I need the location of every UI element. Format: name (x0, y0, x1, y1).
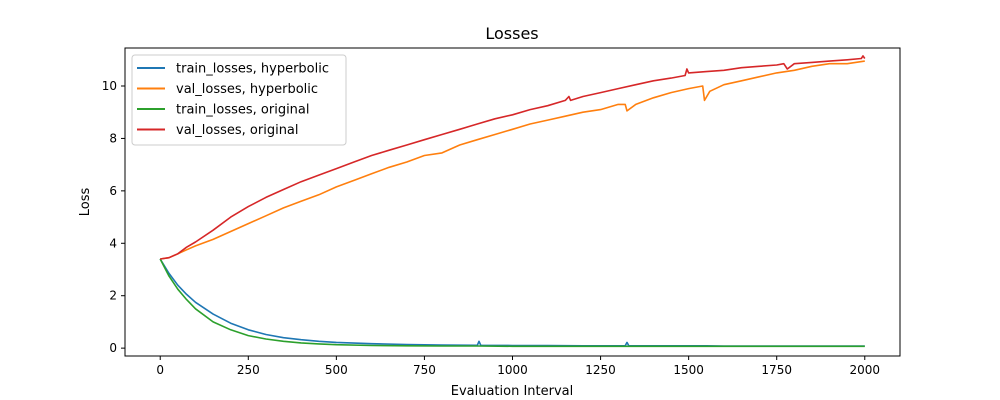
x-axis-label: Evaluation Interval (451, 384, 574, 399)
x-tick-label: 500 (325, 363, 348, 377)
y-tick-label: 0 (109, 341, 117, 355)
legend-label-1: val_losses, hyperbolic (176, 82, 318, 97)
x-tick-label: 0 (156, 363, 164, 377)
legend-box (131, 54, 347, 146)
y-tick-label: 8 (109, 131, 117, 145)
y-axis-ticks: 0 2 4 6 8 10 (102, 79, 125, 355)
x-axis-ticks: 0 250 500 750 1000 1250 1500 1750 2000 (156, 356, 880, 377)
series-line-1 (160, 60, 865, 260)
x-tick-label: 750 (413, 363, 436, 377)
y-tick-label: 2 (109, 289, 117, 303)
chart-title: Losses (485, 24, 538, 43)
legend-items: train_losses, hyperbolic val_losses, hype… (137, 62, 329, 138)
legend: train_losses, hyperbolic val_losses, hype… (131, 54, 347, 146)
x-tick-label: 1000 (497, 363, 528, 377)
series-layer (159, 55, 866, 348)
x-tick-label: 1500 (673, 363, 704, 377)
series-line-0 (159, 258, 865, 347)
legend-label-0: train_losses, hyperbolic (176, 62, 329, 77)
y-tick-label: 6 (109, 184, 117, 198)
series-line-2 (159, 258, 865, 348)
legend-label-3: val_losses, original (176, 123, 299, 138)
x-tick-label: 250 (237, 363, 260, 377)
y-tick-label: 10 (102, 79, 117, 93)
x-tick-label: 1750 (761, 363, 792, 377)
series-line-3 (160, 55, 866, 260)
y-axis-label: Loss (78, 188, 93, 217)
x-tick-label: 1250 (585, 363, 616, 377)
y-tick-label: 4 (109, 236, 117, 250)
x-tick-label: 2000 (849, 363, 880, 377)
legend-label-2: train_losses, original (176, 103, 310, 118)
